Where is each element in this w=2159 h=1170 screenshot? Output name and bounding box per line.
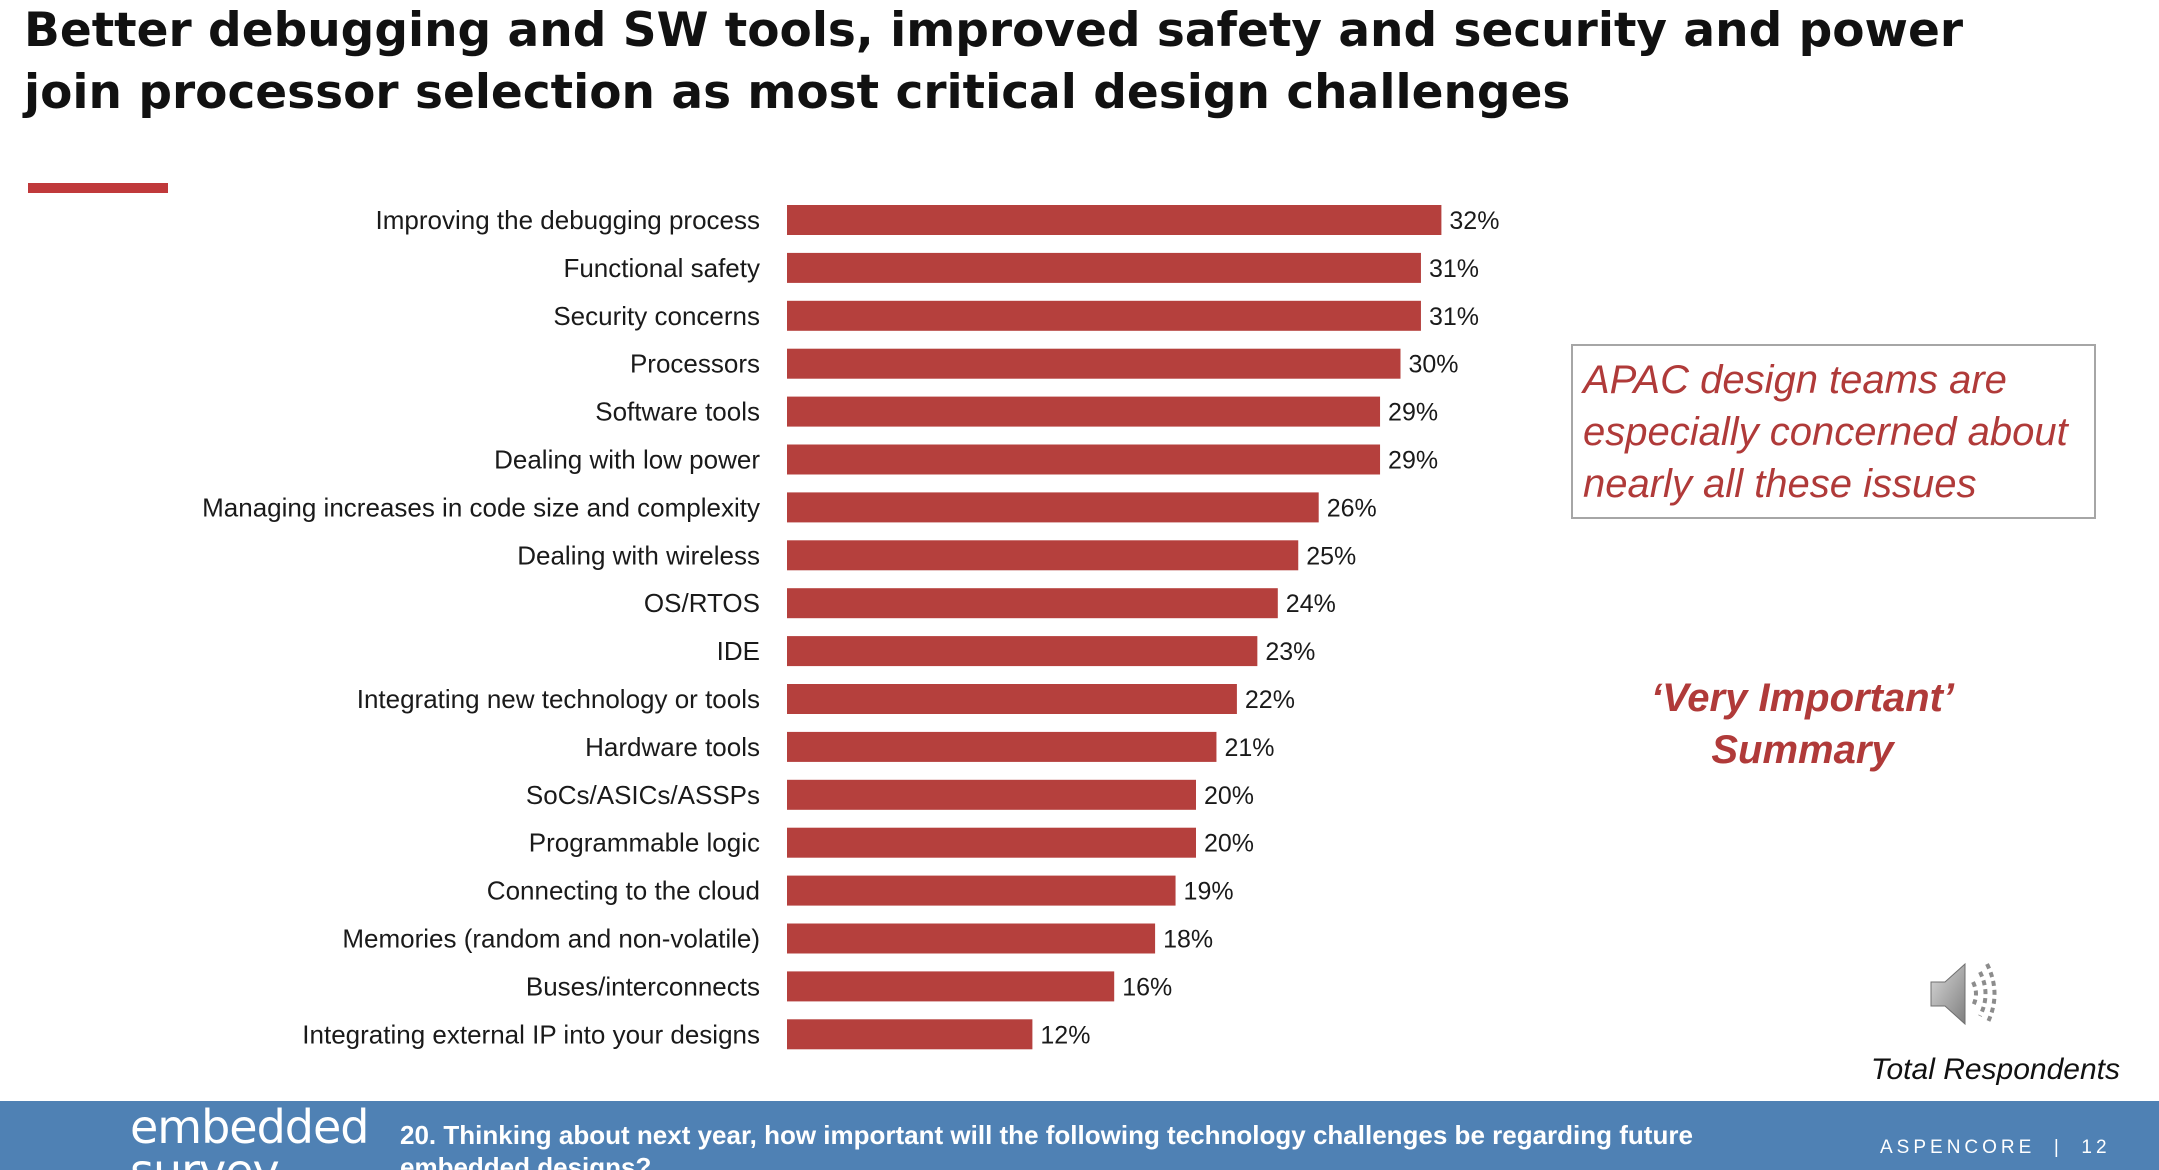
category-label: Dealing with wireless: [517, 540, 760, 570]
value-label: 24%: [1286, 590, 1336, 618]
value-label: 12%: [1040, 1021, 1090, 1049]
brand-separator: |: [2053, 1137, 2063, 1158]
speaker-icon[interactable]: [1925, 958, 2003, 1030]
category-label: Integrating new technology or tools: [357, 684, 760, 714]
value-label: 19%: [1184, 878, 1234, 906]
bar: [787, 1019, 1033, 1050]
very-important-summary: ‘Very Important’ Summary: [1560, 672, 2045, 776]
category-label: Functional safety: [563, 253, 760, 283]
bar: [787, 396, 1381, 427]
value-label: 30%: [1409, 351, 1459, 379]
value-label: 23%: [1265, 638, 1315, 666]
category-label: OS/RTOS: [644, 588, 760, 618]
survey-question: 20. Thinking about next year, how import…: [400, 1120, 1693, 1170]
summary-line-2: Summary: [1711, 728, 1894, 772]
bar: [787, 827, 1196, 858]
slide-title: Better debugging and SW tools, improved …: [24, 3, 1964, 120]
logo-line-2: survey: [130, 1148, 369, 1170]
value-label: 31%: [1429, 255, 1479, 283]
value-label: 32%: [1449, 207, 1499, 235]
category-label: Software tools: [595, 397, 760, 427]
bar: [787, 971, 1115, 1002]
bar: [787, 923, 1156, 954]
category-label: Buses/interconnects: [526, 971, 760, 1001]
bar: [787, 588, 1278, 619]
logo-line-1: embedded: [130, 1101, 370, 1154]
value-label: 25%: [1306, 542, 1356, 570]
value-label: 18%: [1163, 926, 1213, 954]
value-label: 16%: [1122, 973, 1172, 1001]
bar: [787, 348, 1401, 379]
bar: [787, 779, 1196, 810]
value-label: 29%: [1388, 399, 1438, 427]
bar: [787, 540, 1299, 571]
respondents-label: Total Respondents: [1870, 1053, 2120, 1086]
bar: [787, 636, 1258, 667]
category-label: Security concerns: [553, 301, 760, 331]
summary-line-1: ‘Very Important’: [1650, 676, 1955, 720]
apac-callout-box: APAC design teams are especially concern…: [1571, 344, 2096, 519]
bar-chart: Improving the debugging process 32% Functi…: [202, 205, 1499, 1050]
title-accent-line: [28, 183, 168, 193]
value-label: 20%: [1204, 830, 1254, 858]
category-label: Memories (random and non-volatile): [342, 924, 760, 954]
category-label: Connecting to the cloud: [487, 876, 760, 906]
value-label: 20%: [1204, 782, 1254, 810]
category-label: Managing increases in code size and comp…: [202, 492, 760, 522]
category-label: Integrating external IP into your design…: [302, 1019, 760, 1049]
bar: [787, 444, 1381, 475]
brand-name: ASPENCORE: [1880, 1137, 2036, 1158]
category-label: SoCs/ASICs/ASSPs: [526, 780, 760, 810]
value-label: 29%: [1388, 447, 1438, 475]
bar: [787, 205, 1442, 235]
footer-bar: embedded survey 20. Thinking about next …: [0, 1101, 2159, 1170]
category-label: Hardware tools: [585, 732, 760, 762]
bar: [787, 684, 1237, 714]
value-label: 21%: [1224, 734, 1274, 762]
embedded-survey-logo: embedded survey: [130, 1101, 370, 1170]
bar: [787, 731, 1217, 762]
value-label: 26%: [1327, 494, 1377, 522]
bar: [787, 875, 1176, 906]
category-label: Processors: [630, 349, 760, 379]
bar: [787, 492, 1319, 523]
value-label: 22%: [1245, 686, 1295, 714]
category-label: IDE: [717, 636, 760, 666]
brand-footer: ASPENCORE | 12: [1880, 1137, 2111, 1159]
bar: [787, 252, 1421, 283]
category-label: Dealing with low power: [494, 445, 760, 475]
page-number: 12: [2081, 1137, 2111, 1158]
category-label: Improving the debugging process: [376, 205, 760, 235]
value-label: 31%: [1429, 303, 1479, 331]
bar: [787, 300, 1421, 331]
category-label: Programmable logic: [529, 828, 760, 858]
